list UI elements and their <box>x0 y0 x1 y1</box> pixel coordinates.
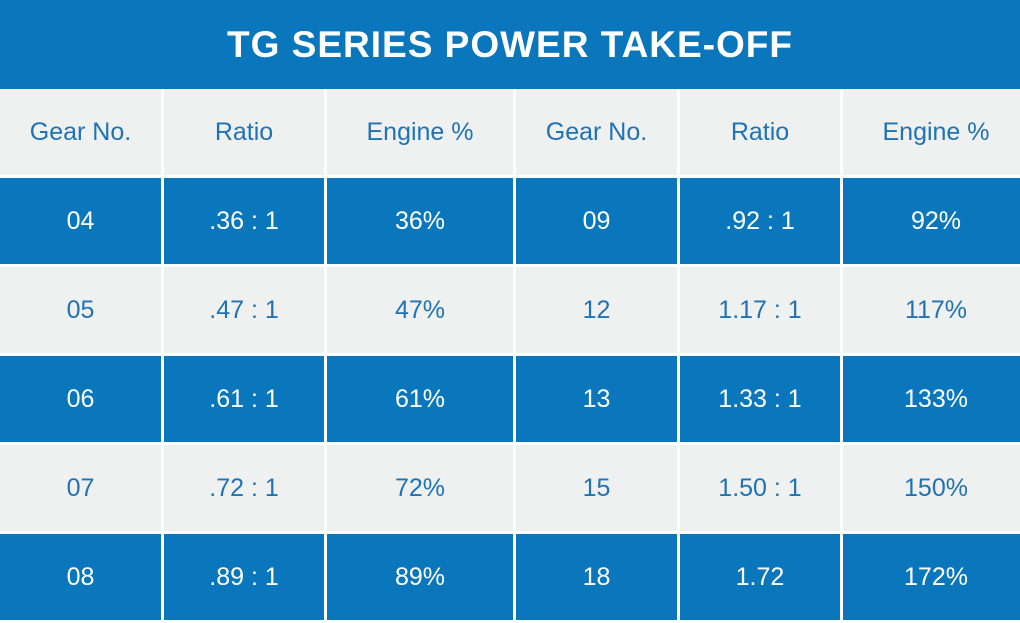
table-cell: 06 <box>0 356 161 442</box>
gear-ratio-table: Gear No. Ratio Engine % Gear No. Ratio E… <box>0 89 1020 623</box>
table-cell: 133% <box>843 356 1020 442</box>
table-cell: .92 : 1 <box>680 178 840 264</box>
header-ratio-right: Ratio <box>680 89 840 175</box>
table-cell: 117% <box>843 267 1020 353</box>
table-cell: 172% <box>843 534 1020 620</box>
table-cell: 92% <box>843 178 1020 264</box>
table-cell: 07 <box>0 445 161 531</box>
header-engine-pct-left: Engine % <box>327 89 513 175</box>
table-cell: 1.50 : 1 <box>680 445 840 531</box>
table-cell: 04 <box>0 178 161 264</box>
table-cell: 89% <box>327 534 513 620</box>
table-cell: 61% <box>327 356 513 442</box>
table-cell: 36% <box>327 178 513 264</box>
table-cell: 05 <box>0 267 161 353</box>
table-cell: .47 : 1 <box>164 267 324 353</box>
table-cell: 15 <box>516 445 677 531</box>
table-cell: 08 <box>0 534 161 620</box>
table-cell: 18 <box>516 534 677 620</box>
table-cell: .89 : 1 <box>164 534 324 620</box>
table-title: TG SERIES POWER TAKE-OFF <box>0 0 1020 89</box>
header-gear-no-left: Gear No. <box>0 89 161 175</box>
table-cell: 1.72 <box>680 534 840 620</box>
table-cell: .36 : 1 <box>164 178 324 264</box>
table-cell: 72% <box>327 445 513 531</box>
header-engine-pct-right: Engine % <box>843 89 1020 175</box>
table-cell: 150% <box>843 445 1020 531</box>
table-cell: 1.17 : 1 <box>680 267 840 353</box>
table-cell: 1.33 : 1 <box>680 356 840 442</box>
table-cell: 13 <box>516 356 677 442</box>
header-gear-no-right: Gear No. <box>516 89 677 175</box>
table-cell: .61 : 1 <box>164 356 324 442</box>
table-cell: 47% <box>327 267 513 353</box>
table-cell: 12 <box>516 267 677 353</box>
header-ratio-left: Ratio <box>164 89 324 175</box>
table-cell: 09 <box>516 178 677 264</box>
table-cell: .72 : 1 <box>164 445 324 531</box>
